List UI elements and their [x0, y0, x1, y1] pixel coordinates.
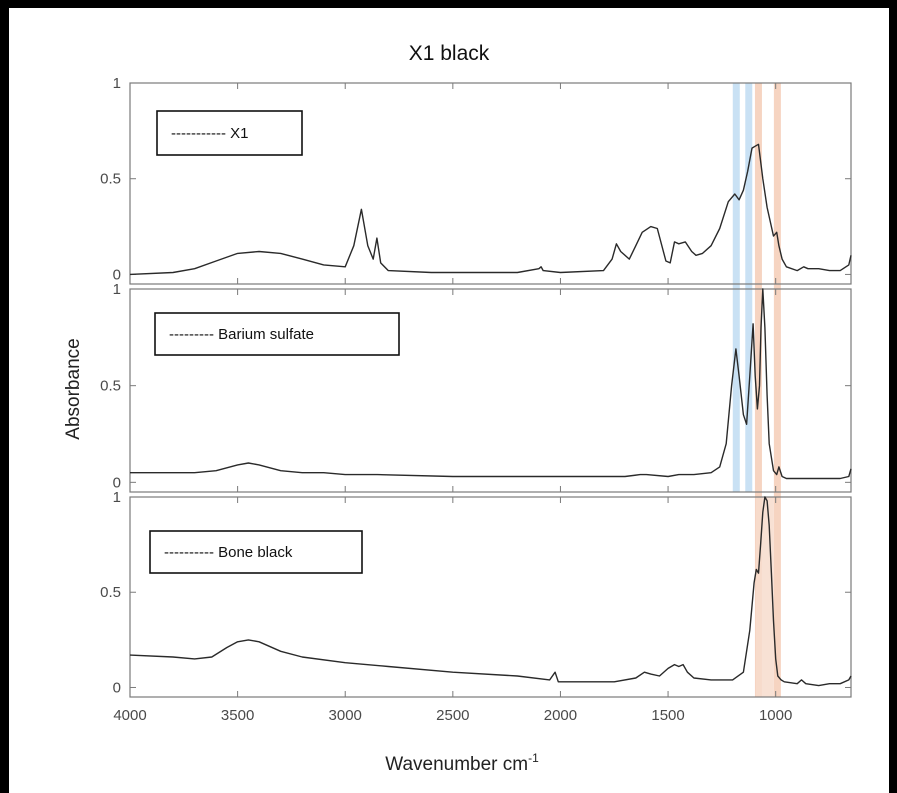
panel-1-legend-label: ----------- X1 [171, 125, 248, 142]
panel-3-series-line [129, 496, 852, 687]
x-tick-label-1: 3500 [221, 707, 254, 724]
x-axis-title: Wavenumber cm-1 [385, 751, 539, 775]
panel-2-y-tick-label-0: 0 [113, 474, 121, 491]
panel-2-frame [129, 288, 852, 493]
panel-3: 0 0.5 1 ---------- Bone black [100, 489, 852, 698]
panel-3-legend-label: ---------- Bone black [164, 544, 293, 561]
y-axis-title: Absorbance [63, 338, 84, 439]
panel-3-legend-box [149, 530, 363, 574]
panel-1: 0 0.5 1 ----------- X1 [100, 75, 852, 285]
panel-1-frame [129, 82, 852, 285]
highlight-band-4 [773, 83, 781, 697]
highlight-band-5 [755, 497, 774, 697]
x-tick-label-6: 1000 [759, 707, 792, 724]
highlight-band-2 [745, 83, 753, 492]
panel-2-y-tick-label-1: 0.5 [100, 378, 121, 395]
panel-3-y-tick-label-2: 1 [113, 489, 121, 506]
panel-3-y-tick-label-1: 0.5 [100, 584, 121, 601]
chart-title: X1 black [409, 42, 490, 65]
figure-border-top [0, 0, 897, 8]
figure-border-left [0, 0, 9, 793]
panel-2: 0 0.5 1 --------- Barium sulfate [100, 281, 852, 493]
highlight-band-1 [732, 83, 740, 492]
panel-3-frame [129, 496, 852, 698]
x-axis-title-superscript: -1 [528, 751, 539, 765]
panel-3-y-tick-label-0: 0 [113, 679, 121, 696]
panels-group: 0 0.5 1 ----------- X1 0 0.5 1 --------- Barium… [100, 75, 852, 724]
panel-2-series-line [130, 288, 852, 480]
panel-2-legend-label: --------- Barium sulfate [169, 326, 314, 343]
x-axis-title-main: Wavenumber cm [385, 754, 528, 775]
panel-2-legend-box [154, 312, 400, 356]
panel-1-y-tick-label-1: 0.5 [100, 171, 121, 188]
x-tick-label-3: 2500 [436, 707, 469, 724]
x-tick-label-2: 3000 [329, 707, 362, 724]
figure-border-right [889, 0, 897, 793]
x-tick-label-5: 1500 [651, 707, 684, 724]
panel-2-y-tick-label-2: 1 [113, 281, 121, 298]
x-tick-label-4: 2000 [544, 707, 577, 724]
panel-1-legend-box [156, 110, 303, 156]
panel-1-y-tick-label-2: 1 [113, 75, 121, 92]
x-tick-label-0: 4000 [113, 707, 146, 724]
panel-1-y-tick-label-0: 0 [113, 266, 121, 283]
panel-1-series-line [129, 143, 852, 276]
